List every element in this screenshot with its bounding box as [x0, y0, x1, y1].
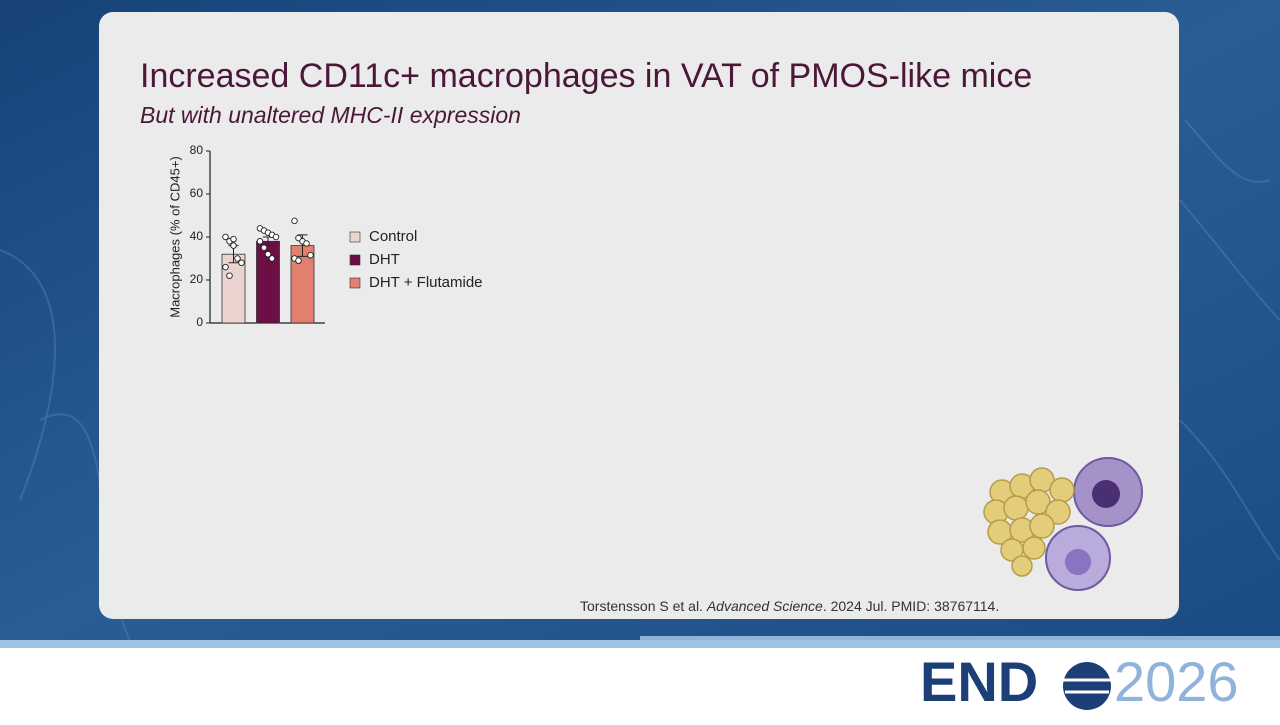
- y-tick-label: 80: [190, 143, 204, 157]
- legend-label: DHT + Flutamide: [369, 274, 483, 291]
- legend-swatch: [349, 254, 361, 266]
- y-tick-label: 20: [190, 272, 204, 286]
- card: [99, 12, 1179, 619]
- cell-nucleus: [1092, 480, 1120, 508]
- data-point: [222, 233, 229, 241]
- data-point: [272, 233, 280, 241]
- logo-right: 2026: [1114, 650, 1239, 713]
- logo-left: END: [920, 650, 1038, 713]
- data-point: [230, 242, 237, 249]
- citation-journal: Advanced Science: [706, 598, 823, 614]
- slide-subtitle: But with unaltered MHC-II expression: [140, 102, 521, 128]
- citation-details: . 2024 Jul. PMID: 38767114.: [823, 598, 999, 614]
- data-point: [260, 244, 268, 251]
- cell-nucleus: [1065, 549, 1091, 575]
- citation-authors: Torstensson S et al.: [580, 598, 703, 614]
- legend-swatch: [349, 231, 361, 243]
- data-point: [238, 259, 245, 267]
- data-point: [268, 255, 276, 262]
- legend-swatch: [349, 277, 361, 289]
- data-point: [307, 252, 314, 259]
- legend-label: DHT: [369, 251, 400, 268]
- data-point: [295, 257, 302, 264]
- data-point: [230, 235, 237, 243]
- y-tick-label: 60: [190, 186, 204, 200]
- illustration: [983, 457, 1143, 591]
- data-point: [226, 272, 233, 279]
- y-tick-label: 0: [196, 315, 203, 329]
- data-point: [256, 238, 264, 245]
- data-point: [222, 263, 229, 271]
- data-point: [291, 217, 298, 225]
- y-tick-label: 40: [190, 229, 204, 243]
- legend-label: Control: [369, 228, 417, 245]
- logo-globe-lines: [1063, 678, 1111, 694]
- citation: Torstensson S et al. Advanced Science. 2…: [580, 598, 999, 614]
- band: [0, 640, 1280, 648]
- logo-globe: [1063, 662, 1111, 710]
- data-point: [264, 250, 272, 258]
- slide-title: Increased CD11c+ macrophages in VAT of P…: [140, 57, 1032, 95]
- band: [640, 636, 1280, 640]
- data-point: [303, 240, 310, 247]
- data-point: [234, 255, 241, 262]
- y-axis-label: Macrophages (% of CD45+): [167, 156, 182, 318]
- logo: END 2026: [920, 650, 1239, 713]
